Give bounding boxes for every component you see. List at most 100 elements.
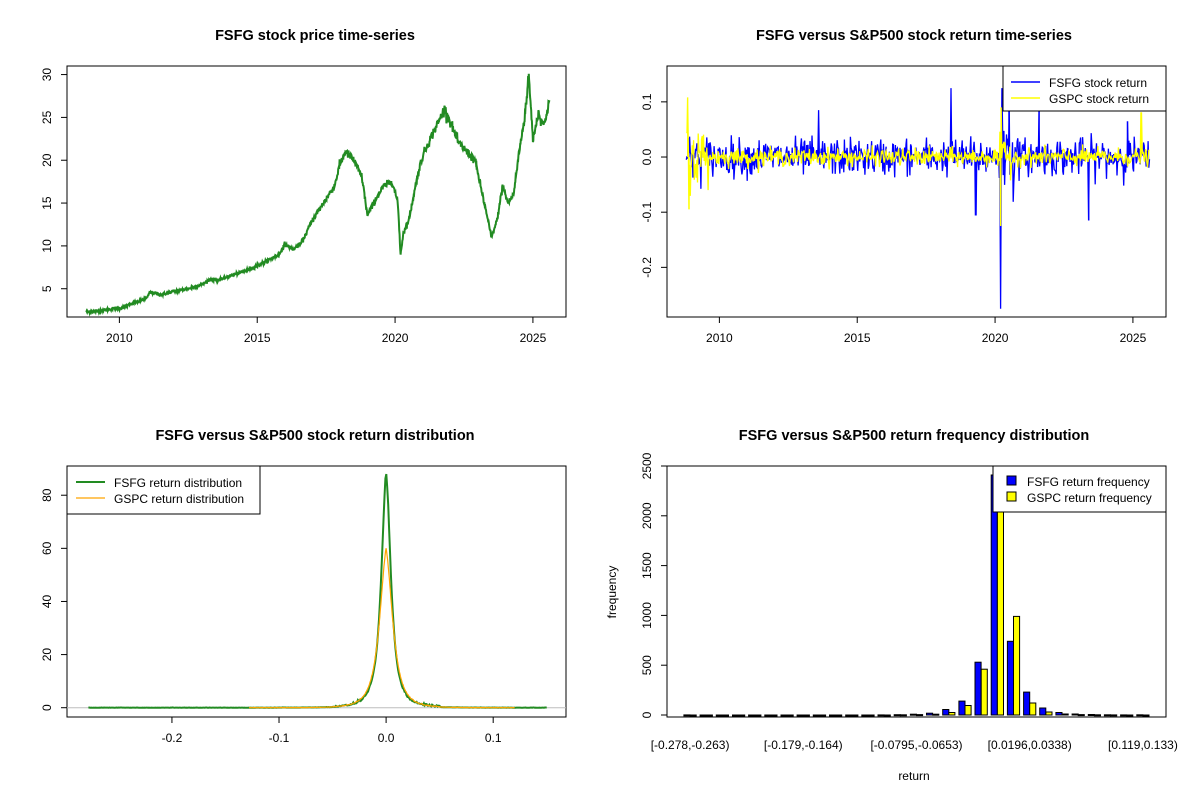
return-x-tick-label: 2020 — [982, 331, 1009, 345]
gspc-frequency-bar — [754, 714, 762, 717]
histogram-x-tick-label: [-0.278,-0.263) — [651, 738, 730, 752]
histogram-y-tick-label: 500 — [640, 655, 654, 675]
density-axis-ticks: -0.2 -0.1 0.0 0.1 0 20 40 60 80 — [40, 488, 502, 745]
gspc-frequency-bar — [899, 714, 907, 717]
fsfg-frequency-bar — [748, 714, 756, 717]
price-y-tick-label: 30 — [40, 68, 54, 82]
return-y-tick-label: 0.0 — [640, 148, 654, 165]
gspc-frequency-bar — [883, 714, 891, 717]
histogram-y-tick-label: 2000 — [640, 502, 654, 529]
gspc-return-line — [686, 97, 1150, 227]
fsfg-frequency-bar — [1087, 714, 1095, 716]
fsfg-price-line — [85, 73, 551, 317]
price-chart-title: FSFG stock price time-series — [215, 28, 415, 44]
fsfg-frequency-bar — [1136, 714, 1144, 717]
gspc-frequency-legend-label: GSPC return frequency — [1027, 491, 1152, 505]
gspc-frequency-bar — [932, 713, 940, 716]
gspc-frequency-bar — [1013, 615, 1021, 716]
fsfg-frequency-bar — [796, 714, 804, 717]
gspc-frequency-bar — [980, 668, 988, 716]
density-x-tick-label: -0.2 — [162, 731, 183, 745]
histogram-x-tick-label: [0.119,0.133) — [1108, 738, 1178, 752]
gspc-frequency-bar — [770, 714, 778, 717]
fsfg-frequency-bar — [1039, 707, 1047, 716]
fsfg-frequency-bar — [926, 712, 934, 716]
gspc-frequency-bar — [1045, 711, 1053, 716]
density-legend: FSFG return distribution GSPC return dis… — [66, 465, 261, 515]
fsfg-frequency-bar — [780, 714, 788, 717]
price-x-tick-label: 2015 — [244, 331, 271, 345]
fsfg-frequency-bar — [812, 714, 820, 717]
density-y-tick-label: 40 — [40, 594, 54, 608]
density-line-layer — [67, 473, 566, 709]
gspc-frequency-bar — [867, 714, 875, 717]
fsfg-frequency-bar — [877, 714, 885, 717]
gspc-frequency-bar — [916, 714, 924, 717]
fsfg-frequency-legend-label: FSFG return frequency — [1027, 475, 1150, 489]
histogram-legend-box — [992, 465, 1167, 513]
fsfg-frequency-bar — [958, 700, 966, 716]
gspc-density-legend-label: GSPC return distribution — [114, 492, 244, 506]
return-timeseries-axis-ticks: 2010 2015 2020 2025 -0.2 -0.1 0.0 0.1 — [640, 93, 1147, 345]
price-y-tick-label: 15 — [40, 196, 54, 210]
density-y-tick-label: 20 — [40, 648, 54, 662]
gspc-frequency-bar — [1061, 713, 1069, 716]
density-y-tick-label: 80 — [40, 488, 54, 502]
density-y-tick-label: 60 — [40, 541, 54, 555]
histogram-y-axis-label: frequency — [605, 566, 619, 619]
gspc-return-legend-label: GSPC stock return — [1049, 92, 1149, 106]
gspc-frequency-bar — [1093, 714, 1102, 717]
density-panel: FSFG versus S&P500 stock return distribu… — [40, 428, 567, 745]
return-timeseries-legend: FSFG stock return GSPC stock return — [1002, 65, 1167, 112]
fsfg-frequency-bar — [699, 714, 707, 717]
price-y-tick-label: 5 — [40, 285, 54, 292]
gspc-frequency-bar — [835, 714, 843, 717]
histogram-y-tick-label: 1000 — [640, 602, 654, 629]
price-y-tick-label: 20 — [40, 153, 54, 167]
histogram-bar-layer — [683, 465, 1150, 717]
return-x-tick-label: 2015 — [844, 331, 871, 345]
fsfg-frequency-legend-swatch — [1006, 475, 1017, 486]
gspc-frequency-bar — [802, 714, 810, 717]
fsfg-frequency-bar — [1023, 691, 1031, 716]
price-panel: FSFG stock price time-series 2010 2015 202… — [40, 28, 567, 345]
gspc-frequency-bar — [721, 714, 730, 717]
return-timeseries-frame — [666, 65, 1167, 318]
density-y-tick-label: 0 — [40, 704, 54, 711]
density-plot-frame — [66, 465, 567, 718]
fsfg-frequency-bar — [829, 714, 837, 717]
histogram-x-tick-label: [-0.179,-0.164) — [764, 738, 843, 752]
fsfg-frequency-bar — [861, 714, 869, 717]
return-y-tick-label: 0.1 — [640, 93, 654, 110]
fsfg-frequency-bar — [942, 709, 950, 716]
gspc-frequency-bar — [1110, 714, 1118, 717]
fsfg-frequency-bar — [893, 714, 901, 717]
histogram-x-axis-label: return — [898, 769, 929, 783]
gspc-frequency-bar — [1077, 714, 1085, 717]
fsfg-frequency-bar — [1120, 714, 1128, 717]
price-plot-frame — [66, 65, 567, 318]
price-line-layer — [85, 73, 551, 317]
price-x-tick-label: 2010 — [106, 331, 133, 345]
fsfg-frequency-bar — [1006, 640, 1015, 716]
gspc-frequency-bar — [705, 714, 713, 717]
price-y-tick-label: 10 — [40, 239, 54, 253]
fsfg-frequency-bar — [1103, 714, 1112, 717]
histogram-plot-frame — [666, 465, 1167, 718]
histogram-x-tick-label: [-0.0795,-0.0653) — [870, 738, 962, 752]
fsfg-density-legend-label: FSFG return distribution — [114, 476, 242, 490]
return-timeseries-title: FSFG versus S&P500 stock return time-ser… — [756, 28, 1072, 44]
return-timeseries-panel: FSFG versus S&P500 stock return time-ser… — [640, 28, 1167, 345]
fsfg-frequency-bar — [845, 714, 853, 717]
gspc-frequency-bar — [819, 714, 827, 717]
density-x-tick-label: 0.1 — [485, 731, 502, 745]
gspc-frequency-bar — [1029, 702, 1037, 716]
return-y-tick-label: -0.2 — [640, 257, 654, 278]
return-x-tick-label: 2025 — [1120, 331, 1147, 345]
gspc-frequency-bar — [689, 714, 697, 717]
gspc-frequency-bar — [738, 714, 746, 717]
return-x-tick-label: 2010 — [706, 331, 733, 345]
fsfg-frequency-bar — [683, 714, 691, 717]
return-timeseries-legend-box — [1002, 65, 1167, 112]
